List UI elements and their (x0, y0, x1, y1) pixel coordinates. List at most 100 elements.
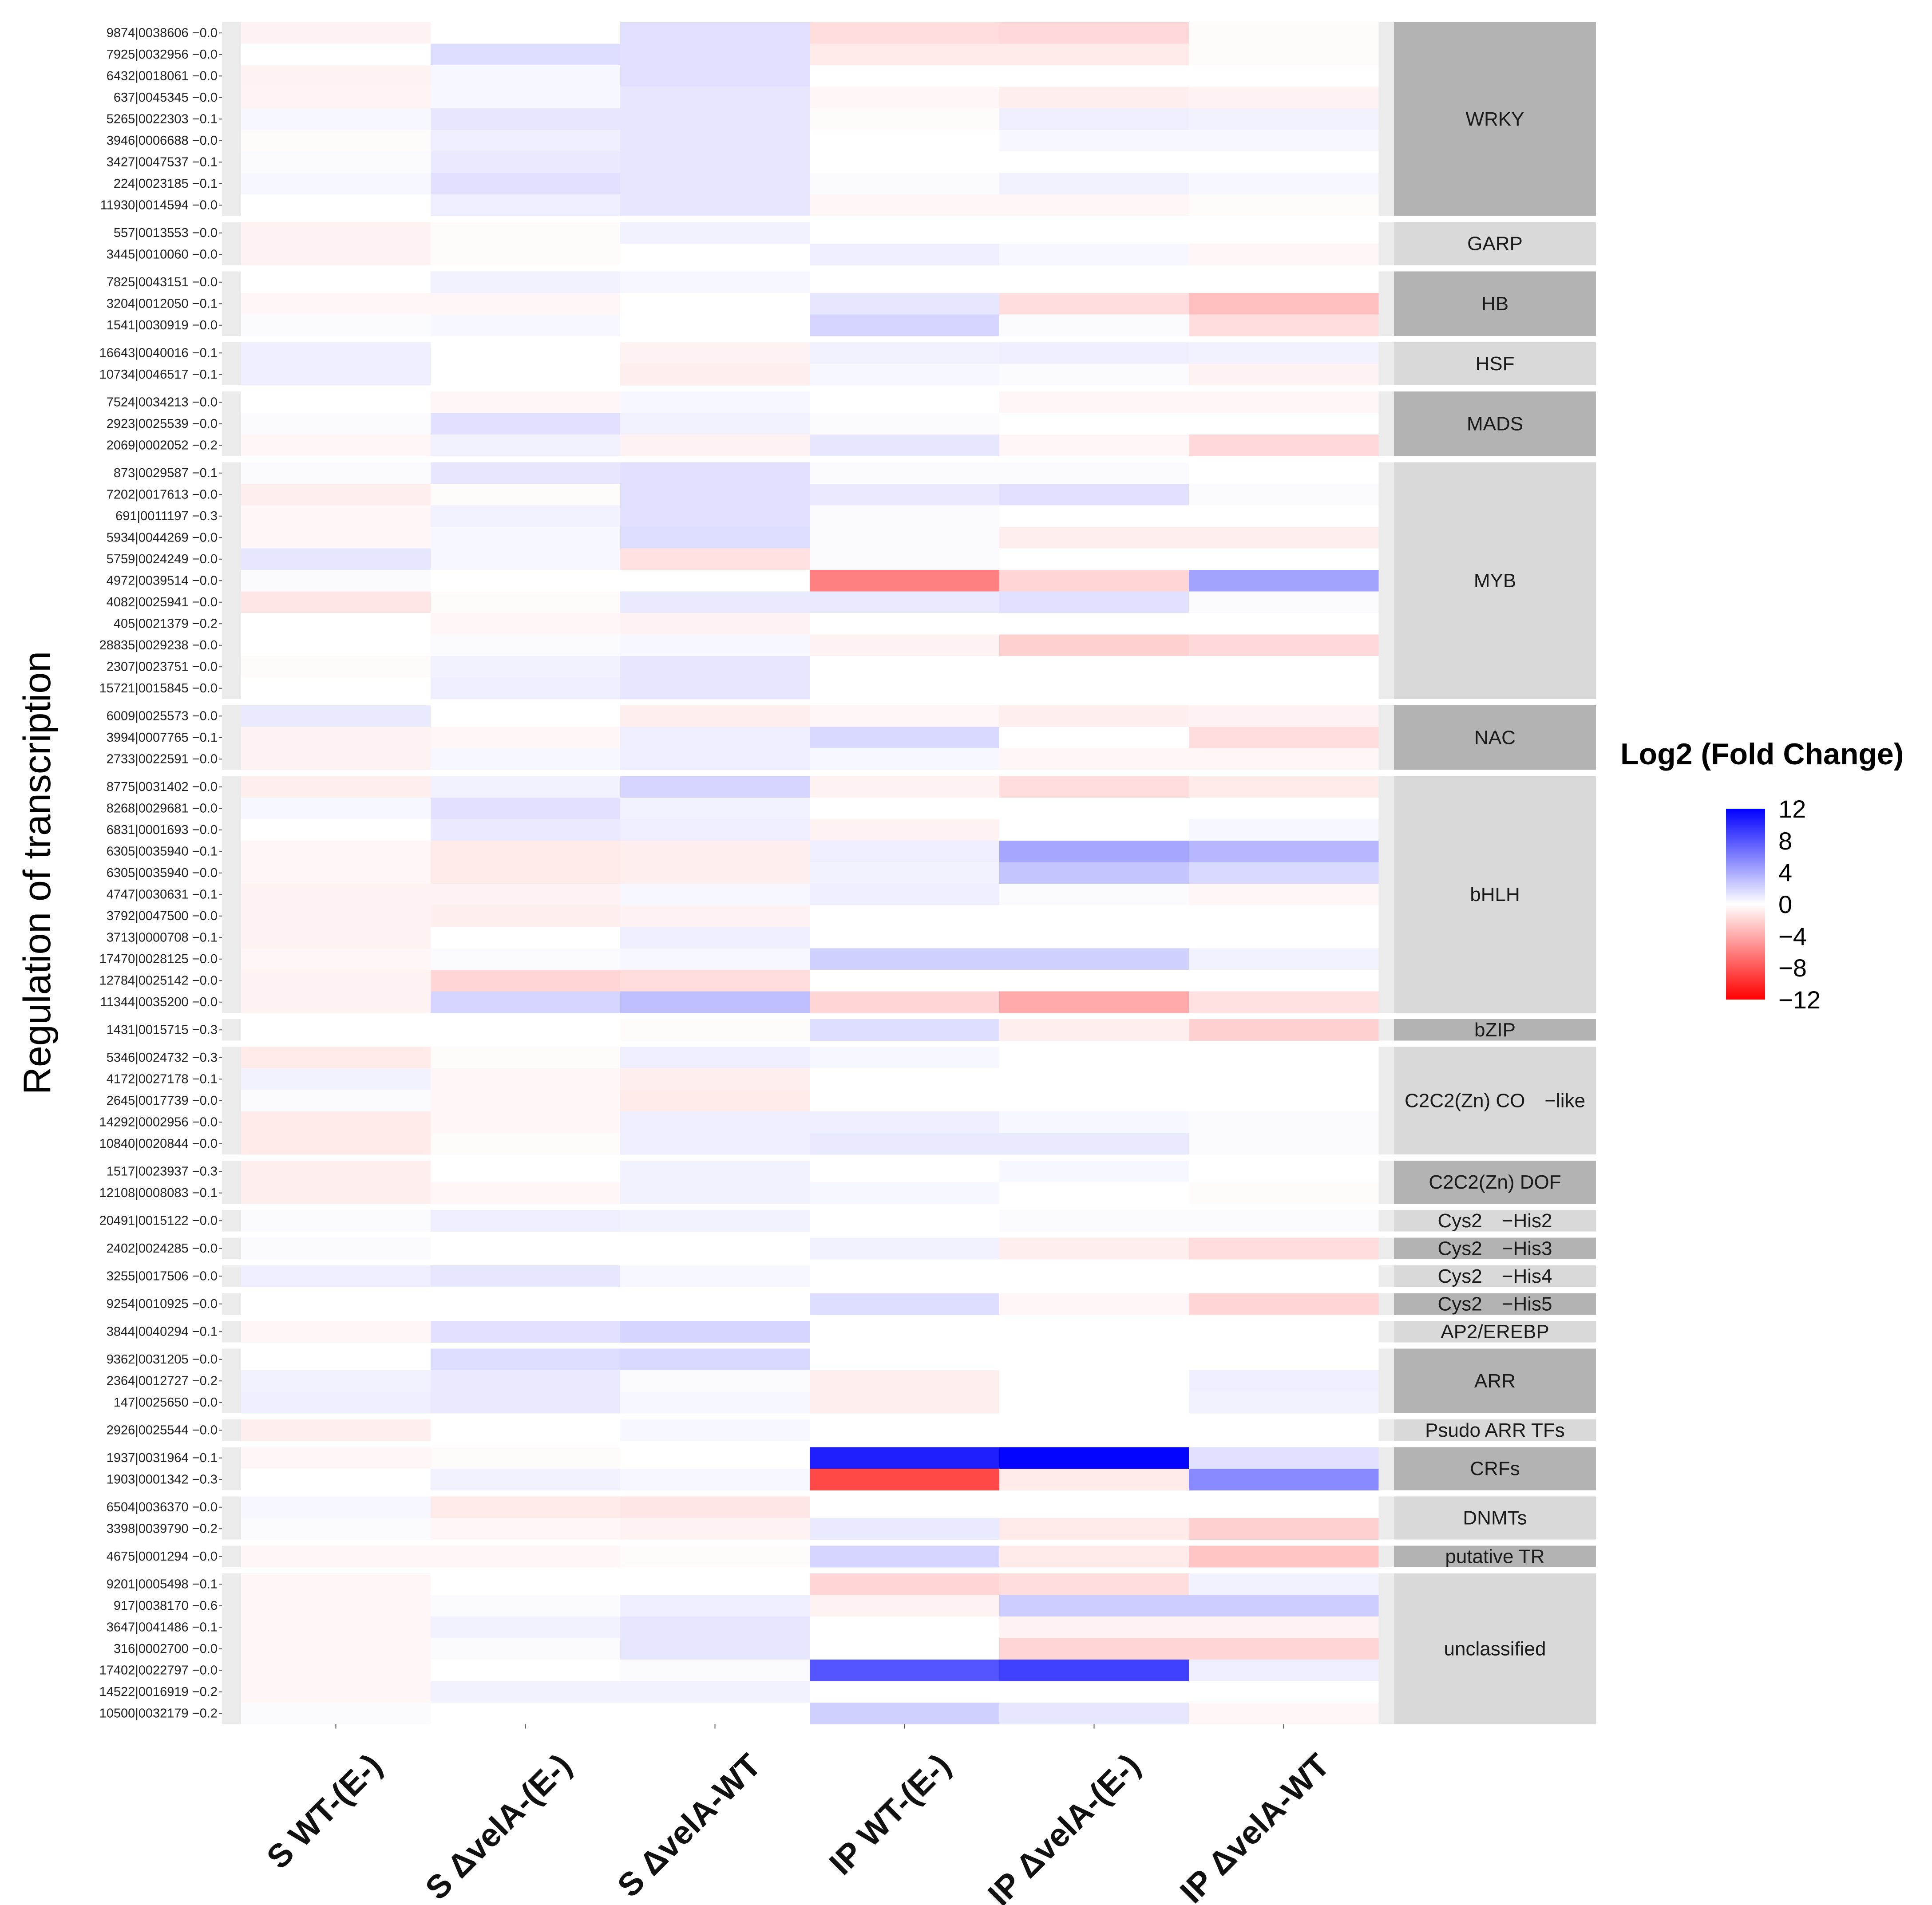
heatmap-cell (810, 1447, 1000, 1469)
heatmap-cell (620, 314, 810, 336)
heatmap-cell (431, 798, 621, 819)
heatmap-cell (620, 884, 810, 905)
heatmap-cell (999, 271, 1189, 293)
heatmap-cell (241, 22, 431, 44)
heatmap-cell (810, 991, 1000, 1013)
heatmap-cell (1189, 462, 1379, 484)
heatmap-cell (1189, 591, 1379, 613)
group-strip (1394, 462, 1596, 699)
heatmap-cell (620, 705, 810, 727)
heatmap-cell (241, 194, 431, 216)
heatmap-cell (1189, 905, 1379, 927)
heatmap-cell (1189, 87, 1379, 109)
heatmap-cell (620, 570, 810, 592)
heatmap-cell (999, 108, 1189, 130)
heatmap-cell (241, 776, 431, 798)
heatmap-cell (999, 705, 1189, 727)
row-label: 7925|0032956 −0.0 (107, 47, 218, 62)
heatmap-cell (241, 905, 431, 927)
row-label: 1903|0001342 −0.3 (107, 1472, 218, 1486)
heatmap-cell (999, 1545, 1189, 1568)
heatmap-cell (810, 244, 1000, 265)
heatmap-cell (810, 1616, 1000, 1638)
heatmap-cell (810, 1469, 1000, 1490)
group-strip-label: C2C2(Zn) CO −like (1405, 1090, 1585, 1111)
heatmap-cell (1189, 314, 1379, 336)
heatmap-cell (999, 43, 1189, 66)
heatmap-cell (431, 656, 621, 678)
heatmap-cell (431, 1595, 621, 1617)
heatmap-cell (431, 151, 621, 173)
row-label: 12108|0008083 −0.1 (99, 1186, 218, 1200)
heatmap-cell (241, 1616, 431, 1638)
row-label: 15721|0015845 −0.0 (99, 681, 218, 696)
heatmap-cell (620, 151, 810, 173)
colorbar-tick-label: −4 (1778, 922, 1807, 950)
heatmap-cell (431, 1019, 621, 1041)
heatmap-cell (431, 634, 621, 656)
group-strip-label: HB (1481, 293, 1508, 315)
heatmap-cell (1189, 435, 1379, 456)
heatmap-cell (431, 413, 621, 435)
heatmap-cell (999, 656, 1189, 678)
row-label: 3427|0047537 −0.1 (107, 155, 218, 169)
heatmap-cell (810, 1419, 1000, 1441)
group-strip (1394, 391, 1596, 456)
heatmap-cell (431, 727, 621, 749)
heatmap-cell (1189, 391, 1379, 413)
heatmap-cell (810, 462, 1000, 484)
heatmap-cell (810, 22, 1000, 44)
heatmap-cell (620, 1469, 810, 1490)
heatmap-cell (810, 1111, 1000, 1133)
heatmap-cell (241, 1518, 431, 1540)
colorbar-tick-label: 4 (1778, 858, 1793, 887)
heatmap-cell (241, 1370, 431, 1392)
heatmap-cell (810, 43, 1000, 66)
heatmap-cell (241, 841, 431, 862)
heatmap-cell (999, 1638, 1189, 1660)
heatmap-cell (620, 1419, 810, 1441)
heatmap-cell (810, 364, 1000, 386)
row-label: 691|0011197 −0.3 (115, 509, 218, 523)
heatmap-cell (241, 1660, 431, 1681)
heatmap-cell (241, 1321, 431, 1343)
heatmap-cell (810, 413, 1000, 435)
heatmap-cell (620, 527, 810, 549)
row-label: 3792|0047500 −0.0 (107, 909, 218, 923)
heatmap-cell (620, 1638, 810, 1660)
heatmap-cell (431, 462, 621, 484)
heatmap-cell (999, 22, 1189, 44)
group-strip (1394, 1348, 1596, 1413)
heatmap-cell (1189, 1447, 1379, 1469)
heatmap-cell (241, 1545, 431, 1568)
heatmap-cell (999, 173, 1189, 195)
heatmap-cell (999, 570, 1189, 592)
heatmap-cell (810, 970, 1000, 992)
heatmap-cell (1189, 1370, 1379, 1392)
heatmap-cell (999, 462, 1189, 484)
heatmap-cell (241, 884, 431, 905)
heatmap-cell (241, 1210, 431, 1232)
row-label: 3647|0041486 −0.1 (107, 1620, 218, 1634)
heatmap-cell (1189, 1496, 1379, 1518)
heatmap-cell (810, 1370, 1000, 1392)
heatmap-cell (810, 1545, 1000, 1568)
heatmap-cell (620, 87, 810, 109)
group-strip-label: HSF (1476, 353, 1515, 375)
heatmap-cell (241, 613, 431, 635)
heatmap-cell (1189, 862, 1379, 884)
heatmap-cell (241, 413, 431, 435)
heatmap-cell (620, 65, 810, 87)
heatmap-cell (431, 342, 621, 364)
heatmap-cell (431, 776, 621, 798)
heatmap-cell (620, 1321, 810, 1343)
row-label: 4675|0001294 −0.0 (107, 1549, 218, 1564)
heatmap-cell (1189, 798, 1379, 819)
heatmap-cell (810, 130, 1000, 152)
heatmap-cell (241, 527, 431, 549)
heatmap-cell (810, 656, 1000, 678)
heatmap-cell (1189, 548, 1379, 570)
heatmap-cell (241, 505, 431, 527)
row-label: 557|0013553 −0.0 (114, 226, 218, 240)
heatmap-cell (431, 505, 621, 527)
